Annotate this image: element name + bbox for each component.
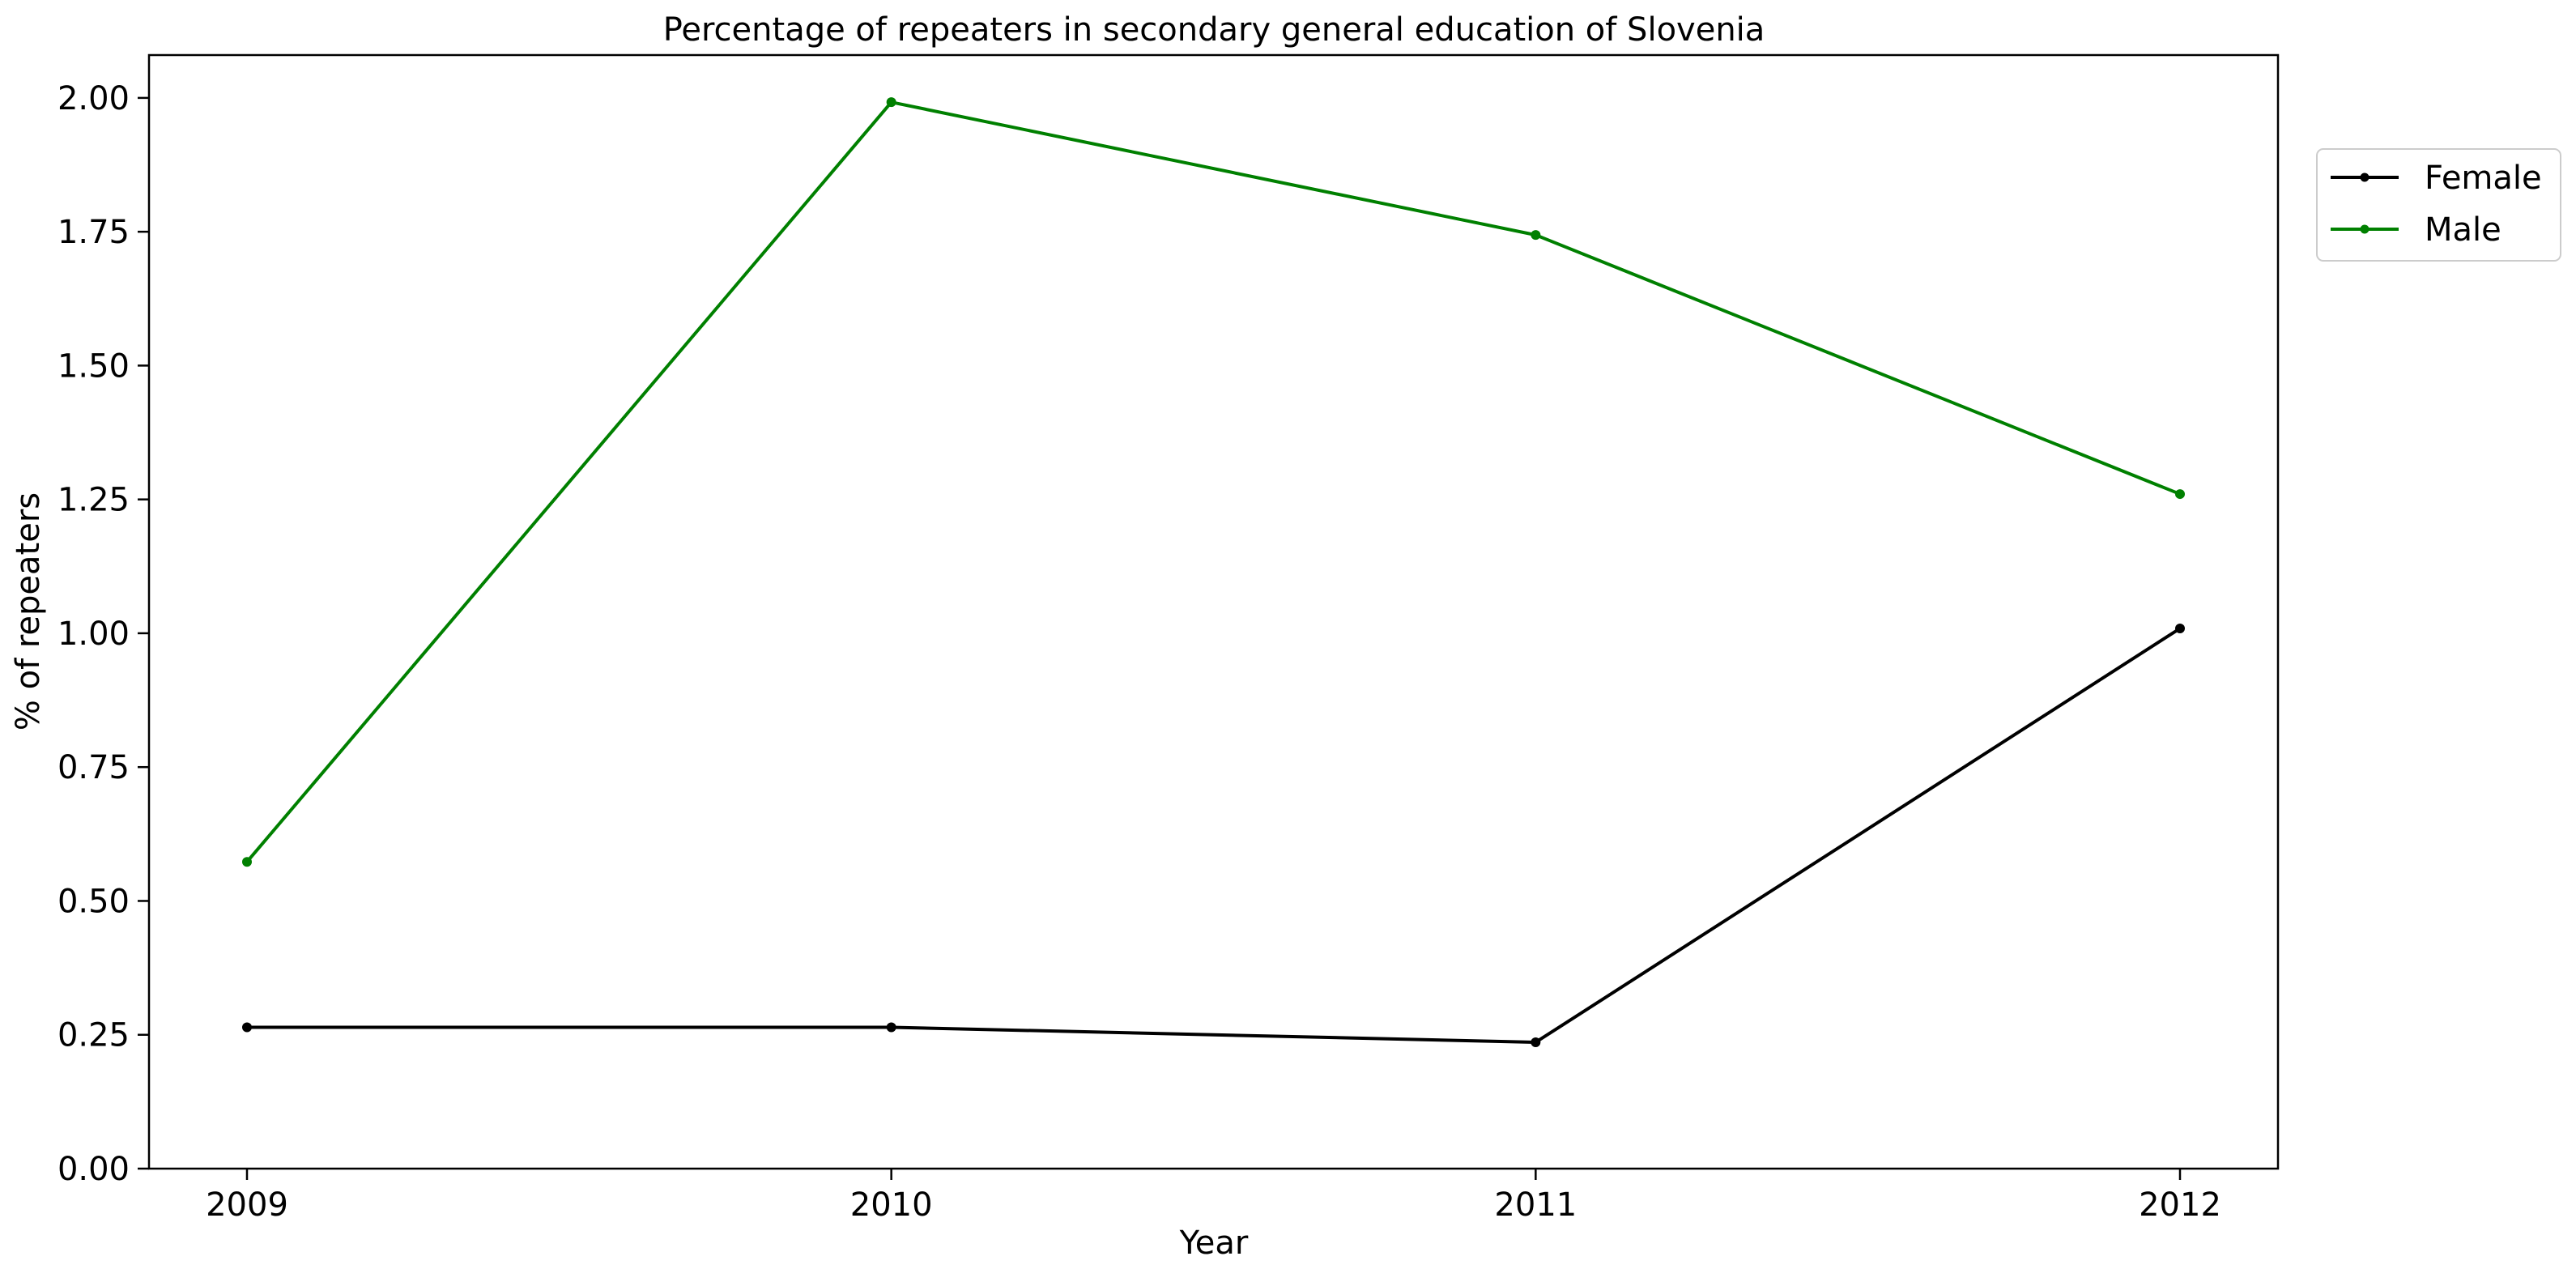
y-tick-label: 0.00	[57, 1151, 130, 1188]
y-tick-label: 0.75	[57, 749, 130, 786]
x-tick-label: 2011	[1494, 1186, 1577, 1224]
y-tick-label: 1.50	[57, 347, 130, 385]
legend-label-male: Male	[2425, 211, 2501, 249]
y-tick-label: 2.00	[57, 80, 130, 117]
legend-label-female: Female	[2425, 160, 2542, 197]
y-tick-label: 1.75	[57, 214, 130, 251]
plot-area	[147, 53, 2280, 1170]
data-point-female	[886, 1022, 896, 1033]
y-axis: 0.00 0.25 0.50 0.75 1.00 1.25 1.50 1.75 2.00	[57, 80, 149, 1188]
y-axis-label: % of repeaters	[10, 492, 47, 730]
data-point-female	[2175, 623, 2185, 633]
legend-item-male: Male	[2331, 211, 2501, 249]
legend-marker-female	[2360, 172, 2369, 182]
series-layer	[242, 97, 2185, 1047]
y-tick-label: 1.25	[57, 482, 130, 519]
legend: Female Male	[2316, 148, 2561, 262]
y-tick-label: 0.50	[57, 883, 130, 920]
x-tick-label: 2010	[850, 1186, 933, 1224]
x-tick-label: 2009	[206, 1186, 288, 1224]
chart-title: Percentage of repeaters in secondary gen…	[663, 11, 1765, 49]
data-point-female	[242, 1022, 252, 1033]
series-line-male	[245, 100, 2182, 865]
data-point-male	[242, 857, 252, 867]
data-point-male	[2175, 489, 2185, 500]
series-line-female	[245, 626, 2182, 1044]
y-tick-label: 1.00	[57, 615, 130, 653]
data-point-male	[1531, 230, 1541, 241]
legend-item-female: Female	[2331, 160, 2542, 197]
x-axis-label: Year	[1179, 1225, 1249, 1262]
data-point-female	[1531, 1037, 1541, 1047]
y-tick-label: 0.25	[57, 1017, 130, 1054]
data-point-male	[886, 97, 896, 108]
x-axis: 2009 2010 2011 2012	[206, 1169, 2221, 1224]
legend-marker-male	[2360, 224, 2369, 234]
x-tick-label: 2012	[2139, 1186, 2221, 1224]
